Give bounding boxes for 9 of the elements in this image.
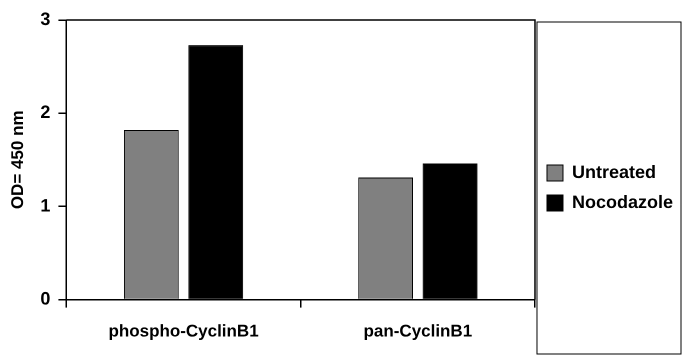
x-tick-label: pan-CyclinB1 — [364, 321, 472, 340]
y-tick-label: 1 — [40, 195, 50, 216]
legend-label: Untreated — [572, 162, 656, 182]
y-tick-label: 0 — [40, 288, 50, 309]
y-tick-label: 2 — [40, 102, 50, 122]
x-tick-label: phospho-CyclinB1 — [108, 321, 259, 340]
y-tick-label: 3 — [40, 8, 50, 29]
legend-label: Nocodazole — [572, 192, 674, 212]
y-axis-title: OD= 450 nm — [8, 110, 27, 210]
